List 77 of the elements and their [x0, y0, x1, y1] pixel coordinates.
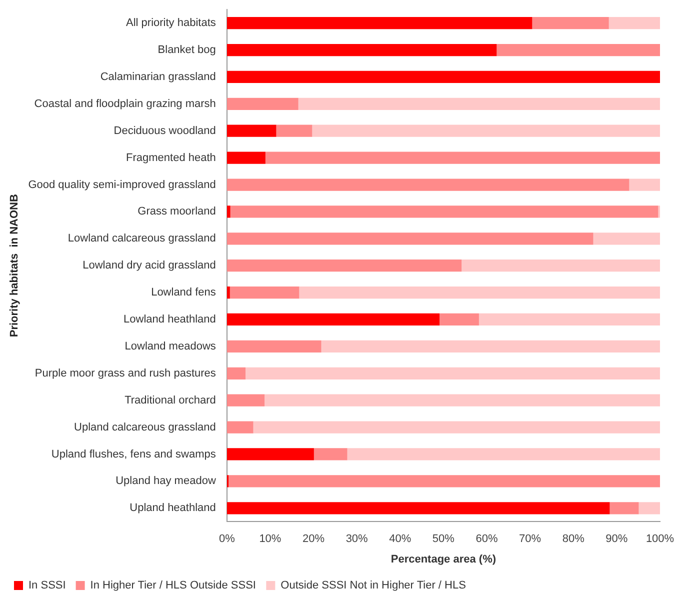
bar — [298, 98, 660, 110]
bar — [226, 260, 462, 272]
y-tick-label: Lowland dry acid grassland — [82, 260, 216, 272]
bar — [226, 44, 497, 56]
x-tick-label: 90% — [606, 533, 628, 546]
y-tick-label: Lowland calcareous grassland — [68, 232, 216, 245]
bar — [593, 232, 660, 245]
bar — [478, 313, 660, 326]
bar — [226, 367, 246, 380]
bar — [610, 502, 639, 514]
x-tick-label: 60% — [476, 533, 498, 546]
y-tick-label: Traditional orchard — [124, 394, 216, 406]
bar — [226, 206, 230, 218]
x-tick-label: 30% — [346, 533, 368, 546]
x-axis-title: Percentage area (%) — [390, 553, 496, 566]
bar — [226, 17, 532, 30]
bar — [608, 17, 660, 30]
bar — [440, 313, 479, 326]
x-tick-label: 40% — [389, 533, 412, 546]
bar — [230, 286, 300, 299]
bar — [226, 340, 322, 353]
legend-label: In SSSI — [28, 580, 66, 592]
bar — [265, 152, 660, 164]
y-tick-label: Purple moor grass and rush pastures — [34, 367, 216, 380]
bar — [226, 178, 630, 191]
y-tick-label: Good quality semi-improved grassland — [28, 178, 216, 191]
bar — [226, 448, 314, 460]
bar — [246, 367, 660, 380]
bar — [226, 232, 594, 245]
x-tick-label: 50% — [432, 533, 455, 546]
y-tick-label: Upland flushes, fens and swamps — [51, 448, 216, 460]
bar — [312, 124, 660, 137]
y-axis-title: Priority habitats in NAONB — [8, 194, 21, 338]
bar — [314, 448, 348, 460]
x-tick-label: 80% — [562, 533, 585, 546]
bar — [321, 340, 660, 353]
bar — [226, 124, 276, 137]
bar — [226, 70, 660, 84]
x-tick-label: 20% — [302, 533, 325, 546]
x-tick-label: 100% — [646, 533, 674, 546]
y-tick-label: Lowland fens — [151, 286, 216, 299]
bar — [226, 421, 254, 434]
y-tick-label: Calaminarian grassland — [100, 71, 216, 83]
bar — [226, 394, 265, 406]
bar — [253, 421, 660, 434]
y-tick-label: Upland hay meadow — [116, 475, 216, 488]
bar — [629, 178, 660, 191]
y-tick-label: Blanket bog — [158, 44, 216, 56]
bar — [226, 152, 266, 164]
y-tick-label: Grass moorland — [138, 206, 216, 218]
x-tick-label: 10% — [259, 533, 282, 546]
bar — [264, 394, 660, 406]
bar — [226, 502, 610, 514]
y-tick-label: All priority habitats — [126, 17, 216, 30]
bar — [228, 475, 660, 488]
y-tick-label: Upland calcareous grassland — [74, 421, 216, 434]
bar — [347, 448, 660, 460]
x-tick-label: 70% — [519, 533, 542, 546]
y-tick-label: Deciduous woodland — [114, 124, 216, 137]
legend-label: Outside SSSI Not in Higher Tier / HLS — [280, 580, 466, 592]
y-tick-label: Coastal and floodplain grazing marsh — [34, 98, 216, 110]
bar — [638, 502, 660, 514]
y-tick-label: Lowland heathland — [124, 314, 216, 326]
bar — [226, 313, 440, 326]
bar — [532, 17, 609, 30]
x-tick-label: 0% — [218, 533, 236, 546]
bar — [496, 44, 660, 56]
y-tick-label: Upland heathland — [130, 502, 216, 514]
bar — [226, 286, 230, 299]
y-tick-label: Fragmented heath — [126, 152, 216, 164]
bar — [226, 98, 298, 110]
bar — [299, 286, 660, 299]
bar — [276, 124, 312, 137]
bar — [230, 206, 658, 218]
y-tick-label: Lowland meadows — [124, 340, 216, 352]
legend-label: In Higher Tier / HLS Outside SSSI — [90, 580, 256, 592]
bar — [462, 260, 660, 272]
